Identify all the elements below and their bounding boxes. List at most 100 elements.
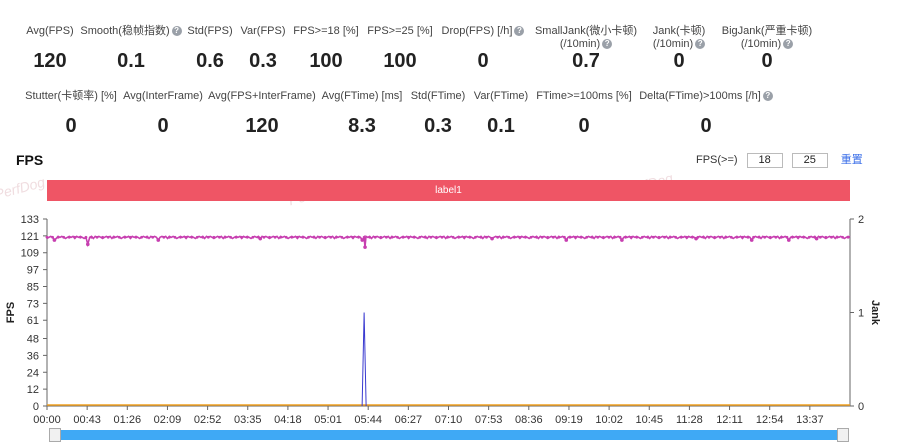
stat-value: 120 (245, 115, 279, 137)
fps-threshold-input-2[interactable]: 25 (791, 153, 828, 168)
stat-label-text: Smooth(稳帧指数) (80, 25, 170, 37)
fps-series-point (779, 235, 783, 239)
fps-series-point (746, 235, 750, 239)
scroll-handle-left[interactable] (49, 428, 61, 442)
stat-label-text: Avg(InterFrame) (123, 90, 203, 102)
stat-label: Stutter(卡顿率) [%] (1, 90, 141, 103)
stat-label-text: Avg(FPS) (26, 25, 74, 37)
stat-value: 120 (33, 50, 67, 72)
fps-series-point (78, 235, 82, 239)
x-tick-label: 05:44 (354, 414, 382, 426)
fps-series-point (668, 235, 672, 239)
fps-series-point (312, 235, 316, 239)
fps-series-point (62, 235, 66, 239)
fps-series-point (251, 235, 255, 239)
fps-series-point (613, 235, 616, 239)
x-tick-label: 13:37 (796, 414, 824, 426)
fps-series-point (206, 235, 210, 239)
fps-series-point (73, 235, 77, 239)
stat-value: 0.1 (117, 50, 145, 72)
fps-series-point (774, 235, 778, 239)
stat-label-text: Var(FTime) (473, 90, 529, 102)
stat-label: FTime>=100ms [%] (514, 90, 654, 103)
help-icon[interactable]: ? (695, 39, 706, 50)
stat-stats_row1-5: FPS>=25 [%] 100 (330, 25, 470, 72)
stat-label-text: FPS>=18 [%] (293, 25, 359, 37)
stat-stats_row2-3: Avg(FTime) [ms] 8.3 (292, 90, 432, 137)
fps-series-point (640, 235, 644, 239)
fps-series-point (407, 235, 411, 239)
stat-value: 0.1 (487, 115, 515, 137)
fps-series-point (290, 235, 294, 239)
scroll-handle-right[interactable] (837, 428, 849, 442)
fps-dip-point (258, 236, 263, 241)
y-tick-label: 48 (27, 334, 39, 346)
fps-series-point (373, 235, 377, 239)
stat-stats_row2-1: Avg(InterFrame) 0 (93, 90, 233, 137)
x-tick-label: 03:35 (234, 414, 262, 426)
fps-series-point (318, 235, 322, 239)
stat-stats_row1-9: BigJank(严重卡顿) (/10min)? 0 (697, 25, 837, 72)
fps-series-point (67, 235, 71, 239)
x-tick-label: 10:45 (635, 414, 663, 426)
stat-stats_row2-5: Var(FTime) 0.1 (431, 90, 571, 137)
fps-series-point (45, 235, 49, 239)
fps-series-point (841, 235, 844, 239)
fps-series-point (329, 235, 333, 239)
fps-series-point (368, 235, 372, 239)
help-icon[interactable]: ? (783, 39, 794, 50)
fps-series-point (674, 235, 678, 239)
fps-series-point (757, 235, 761, 239)
label-bar[interactable]: label1 (47, 180, 850, 201)
help-icon[interactable]: ? (762, 91, 773, 102)
fps-threshold-input-1[interactable]: 18 (746, 153, 783, 168)
reset-button[interactable]: 重置 (840, 154, 863, 166)
stat-value: 100 (309, 50, 343, 72)
stat-value: 0.7 (572, 50, 600, 72)
fps-series-point (657, 235, 661, 239)
fps-series-point (540, 235, 544, 239)
fps-series-point (51, 235, 54, 239)
fps-series-point (807, 235, 811, 239)
y2-axis-label: Jank (869, 300, 881, 326)
fps-series-point (702, 235, 705, 239)
fps-series-point (763, 235, 767, 239)
stat-value: 0.3 (249, 50, 277, 72)
y2-tick-label: 1 (858, 308, 864, 320)
y-tick-label: 24 (27, 367, 39, 379)
stat-label: FPS>=18 [%] (256, 25, 396, 38)
fps-series-point (768, 235, 772, 239)
y-tick-label: 12 (27, 384, 39, 396)
stat-label: FPS>=25 [%] (330, 25, 470, 38)
stat-label-sub-text: (/10min) (652, 38, 694, 50)
fps-threshold-controls: FPS(>=) 18 25 重置 (696, 151, 863, 168)
help-icon[interactable]: ? (514, 26, 525, 37)
y-axis-label: FPS (5, 302, 17, 323)
fps-series-point (529, 235, 533, 239)
fps-series-point (234, 235, 238, 239)
help-icon[interactable]: ? (171, 26, 182, 37)
stat-value: 0.6 (196, 50, 224, 72)
fps-dip-point (156, 238, 161, 242)
fps-series-point (462, 235, 466, 239)
fps-series-point (229, 235, 232, 239)
x-tick-label: 00:43 (73, 414, 101, 426)
y-tick-label: 121 (21, 231, 39, 243)
fps-series-point (824, 235, 828, 239)
stat-label: Var(FPS) (193, 25, 333, 38)
stat-label-text: SmallJank(微小卡顿) (534, 25, 638, 37)
x-tick-label: 09:19 (555, 414, 583, 426)
stat-label-sub-text: (/10min) (559, 38, 601, 50)
fps-series-point (351, 235, 355, 239)
timeline-scrollbar[interactable] (49, 428, 849, 442)
stat-stats_row1-3: Var(FPS) 0.3 (193, 25, 333, 72)
stat-stats_row1-7: SmallJank(微小卡顿) (/10min)? 0.7 (516, 25, 656, 72)
fps-series-point (785, 235, 789, 239)
stat-label-sub: (/10min)? (609, 38, 749, 51)
fps-series-point (663, 235, 666, 239)
stat-label: SmallJank(微小卡顿) (516, 25, 656, 38)
help-icon[interactable]: ? (602, 39, 613, 50)
fps-series-point (429, 235, 433, 239)
stat-value: 0 (761, 50, 773, 72)
